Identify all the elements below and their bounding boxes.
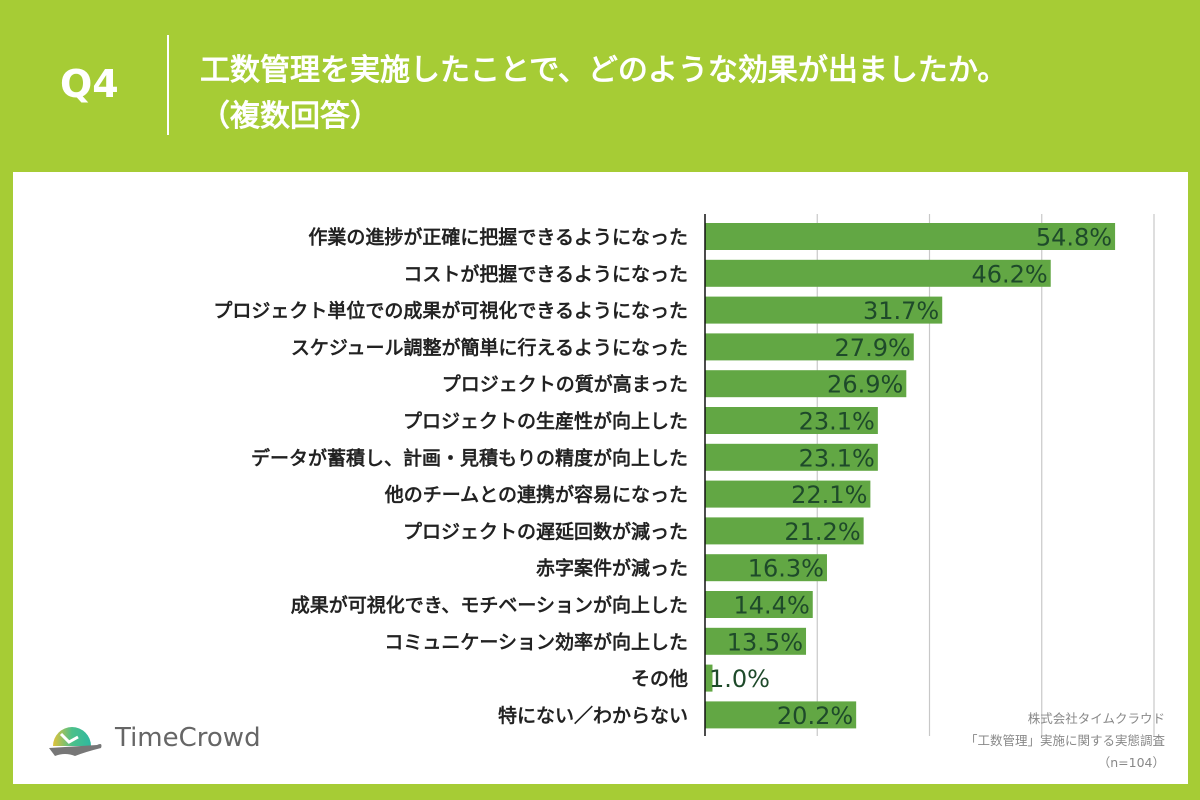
value-label: 23.1% <box>799 408 875 436</box>
category-label: データが蓄積し、計画・見積もりの精度が向上した <box>251 446 688 469</box>
bar <box>705 259 1051 287</box>
bar <box>705 407 878 434</box>
question-number: Q4 <box>60 62 119 106</box>
value-label: 22.1% <box>791 481 867 509</box>
category-label: コミュニケーション効率が向上した <box>384 630 688 653</box>
value-label: 14.4% <box>734 592 810 620</box>
value-label: 27.9% <box>835 334 911 362</box>
category-label: 他のチームとの連携が容易になった <box>384 483 688 506</box>
bar <box>705 627 807 655</box>
source-company: 株式会社タイムクラウド <box>1027 711 1165 726</box>
category-label: スケジュール調整が簡単に行えるようになった <box>291 336 688 359</box>
bar <box>705 443 878 471</box>
bar <box>705 370 907 398</box>
source-note: 株式会社タイムクラウド 「工数管理」実施に関する実態調査 （n=104） <box>965 708 1165 774</box>
value-label: 54.8% <box>1036 224 1112 252</box>
bar <box>705 701 857 729</box>
category-label: 作業の進捗が正確に把握できるようになった <box>308 226 688 249</box>
value-label: 26.9% <box>827 371 903 399</box>
value-label: 23.1% <box>799 444 875 472</box>
source-sample-size: （n=104） <box>1097 755 1165 770</box>
category-label: 特にない／わからない <box>498 704 688 727</box>
header-divider <box>167 35 169 135</box>
bar <box>705 480 871 508</box>
value-label: 31.7% <box>863 297 939 325</box>
category-label: 成果が可視化でき、モチベーションが向上した <box>291 594 688 617</box>
value-label: 13.5% <box>727 628 803 656</box>
logo-text: TimeCrowd <box>115 723 261 753</box>
bar <box>705 591 813 618</box>
timecrowd-logo: TimeCrowd <box>45 718 261 758</box>
category-label: プロジェクトの生産性が向上した <box>403 410 688 433</box>
value-label: 20.2% <box>777 702 853 730</box>
category-label: プロジェクトの遅延回数が減った <box>403 520 688 543</box>
title-line-1: 工数管理を実施したことで、どのような効果が出ましたか。 <box>200 53 1008 88</box>
category-label: コストが把握できるようになった <box>403 262 688 285</box>
value-label: 21.2% <box>784 518 860 546</box>
value-label: 16.3% <box>748 555 824 583</box>
bar <box>705 554 827 582</box>
page-title: 工数管理を実施したことで、どのような効果が出ましたか。 （複数回答） <box>200 48 1007 140</box>
bar <box>705 296 943 324</box>
bar <box>705 517 864 545</box>
clock-logo-icon <box>49 727 102 756</box>
bar <box>705 223 1116 250</box>
category-label: 赤字案件が減った <box>536 557 688 580</box>
value-label: 46.2% <box>971 260 1047 288</box>
category-label: その他 <box>631 667 688 690</box>
source-survey: 「工数管理」実施に関する実態調査 <box>964 733 1165 748</box>
value-label: 1.0% <box>709 665 770 693</box>
category-label: プロジェクトの質が高まった <box>442 373 688 396</box>
bar <box>705 664 713 692</box>
bar <box>705 333 914 361</box>
title-line-2: （複数回答） <box>200 99 380 134</box>
category-label: プロジェクト単位での成果が可視化できるようになった <box>213 299 688 322</box>
